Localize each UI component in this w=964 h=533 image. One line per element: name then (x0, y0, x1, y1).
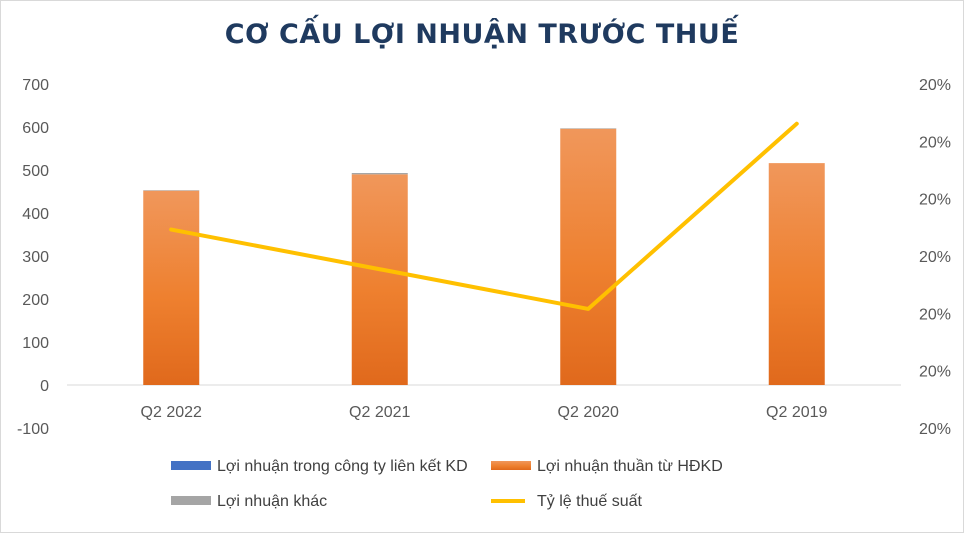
x-tick-label: Q2 2020 (558, 404, 619, 421)
y-tick-label: 300 (22, 249, 49, 266)
bar-l-i-nhu-n-thu-n-t-h-kd (768, 163, 825, 385)
y-tick-label: 0 (40, 378, 49, 395)
y-tick-label: 700 (22, 77, 49, 94)
y2-tick-label: 20% (919, 421, 951, 438)
bar-l-i-nhu-n-kh-c (351, 173, 408, 175)
y-tick-label: 600 (22, 120, 49, 137)
bar-l-i-nhu-n-kh-c (560, 128, 617, 129)
y2-tick-label: 20% (919, 77, 951, 94)
y-tick-label: 400 (22, 206, 49, 223)
bar-l-i-nhu-n-thu-n-t-h-kd (560, 128, 617, 385)
y2-tick-label: 20% (919, 306, 951, 323)
legend-label: Lợi nhuận trong công ty liên kết KD (217, 458, 468, 475)
y-tick-label: 200 (22, 292, 49, 309)
legend-swatch (171, 461, 211, 470)
y2-tick-label: 20% (919, 364, 951, 381)
y-tick-label: 500 (22, 163, 49, 180)
y2-tick-label: 20% (919, 192, 951, 209)
legend-swatch (171, 496, 211, 505)
x-tick-label: Q2 2019 (766, 404, 827, 421)
y-tick-label: -100 (17, 421, 49, 438)
legend-label: Lợi nhuận khác (217, 493, 327, 510)
chart-title: CƠ CẤU LỢI NHUẬN TRƯỚC THUẾ (224, 19, 740, 50)
line-ty-le-thue-suat (169, 121, 799, 311)
y2-tick-label: 20% (919, 134, 951, 151)
legend-swatch (491, 461, 531, 470)
legend-label: Tỷ lệ thuế suất (537, 493, 643, 510)
x-tick-label: Q2 2021 (349, 404, 410, 421)
y2-tick-label: 20% (919, 249, 951, 266)
x-tick-label: Q2 2022 (141, 404, 202, 421)
bar-l-i-nhu-n-kh-c (143, 190, 200, 191)
y-tick-label: 100 (22, 335, 49, 352)
legend-label: Lợi nhuận thuần từ HĐKD (537, 458, 723, 475)
bar-l-i-nhu-n-thu-n-t-h-kd (143, 190, 200, 385)
bar-l-i-nhu-n-thu-n-t-h-kd (351, 174, 408, 385)
